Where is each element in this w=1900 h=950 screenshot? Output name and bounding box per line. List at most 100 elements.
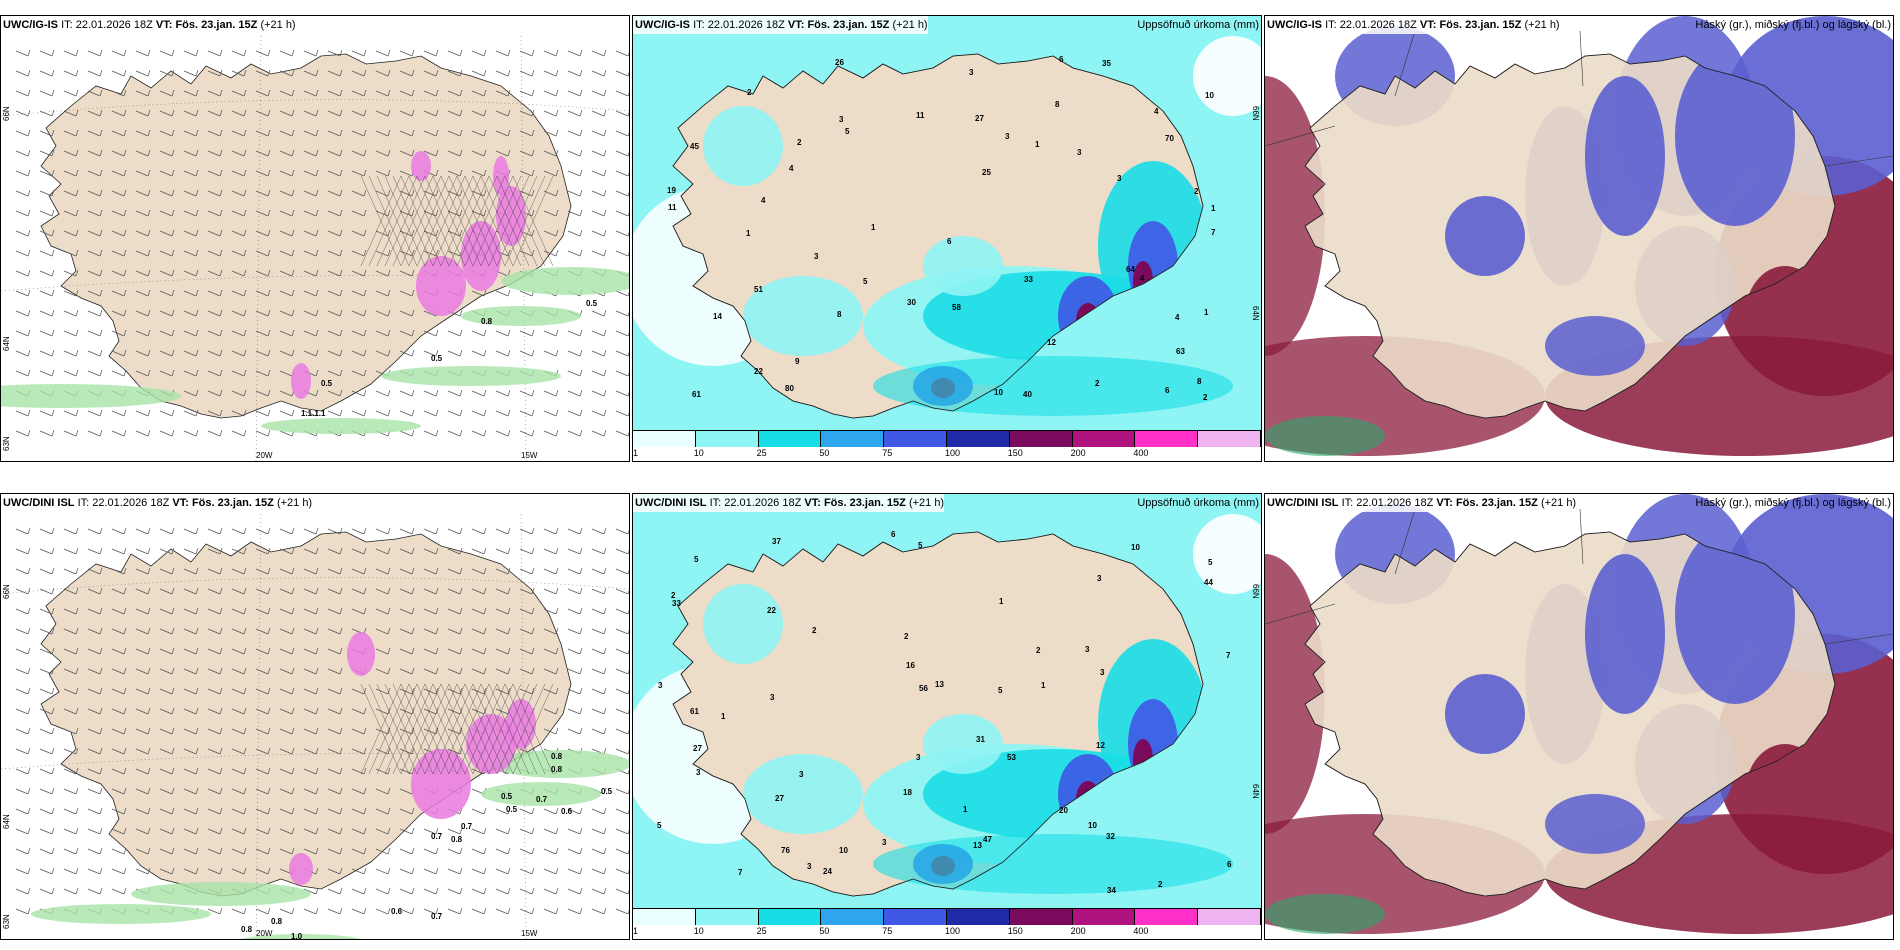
panel-header: UWC/IG-IS IT: 22.01.2026 18Z VT: Fös. 23…	[633, 16, 928, 34]
vt-value: Fös. 23.jan. 15Z	[823, 497, 906, 509]
precip-value: 11	[916, 111, 925, 120]
colorbar: 1 10 25 50 75 100 150 200 400	[633, 430, 1261, 461]
colorbar-tick: 150	[1007, 926, 1023, 936]
precip-value: 2	[1036, 646, 1041, 655]
precip-area	[743, 754, 863, 834]
colorbar-tick: 50	[819, 926, 830, 936]
lat-label: 66N	[2, 584, 11, 599]
colorbar-tick: 25	[756, 926, 767, 936]
rain-area	[461, 306, 581, 326]
colorbar-tick: 200	[1070, 926, 1086, 936]
value-label: 0.7	[431, 912, 443, 921]
precip-value: 3	[814, 252, 819, 261]
wind-barbs	[15, 49, 629, 437]
vt-value: Fös. 23.jan. 15Z	[1455, 497, 1538, 509]
colorbar-swatch	[758, 909, 822, 925]
vt-label: VT:	[1436, 497, 1453, 509]
value-label: 1.1.1.1	[301, 409, 326, 418]
precip-value: 1	[871, 223, 876, 232]
snow-area	[461, 221, 501, 291]
precip-value: 3	[839, 115, 844, 124]
lead-time: (+21 h)	[260, 19, 296, 31]
value-label: 0.5	[321, 379, 333, 388]
value-label: 0.7	[431, 832, 443, 841]
it-label: IT:	[61, 19, 73, 31]
precip-value: 3	[696, 768, 701, 777]
model-name: UWC/DINI ISL	[1267, 497, 1339, 509]
precip-value: 61	[692, 390, 701, 399]
lat-label: 66N	[1251, 106, 1260, 121]
colorbar-tick: 50	[819, 448, 830, 458]
value-label: 1.0	[291, 932, 303, 939]
precip-value: 1	[1041, 681, 1046, 690]
precip-area	[703, 106, 783, 186]
map-canvas	[1265, 494, 1893, 939]
precip-value: 11	[668, 203, 677, 212]
panel-header: UWC/IG-IS IT: 22.01.2026 18Z VT: Fös. 23…	[1, 16, 296, 34]
lead-time: (+21 h)	[276, 497, 313, 509]
cloud-area	[1265, 416, 1385, 456]
precip-value: 30	[907, 298, 916, 307]
precip-value: 10	[1205, 91, 1214, 100]
it-label: IT:	[1341, 497, 1354, 509]
dry-area	[1193, 36, 1261, 116]
precip-value: 3	[1097, 574, 1102, 583]
it-label: IT:	[77, 497, 90, 509]
colorbar: 1 10 25 50 75 100 150 200 400	[633, 908, 1261, 939]
vt-label: VT:	[787, 19, 805, 31]
colorbar-swatch	[695, 431, 759, 447]
precip-value: 10	[1131, 543, 1140, 552]
precip-value: 13	[973, 841, 982, 850]
precip-value: 4	[1175, 313, 1180, 322]
cloud-area	[1265, 554, 1325, 834]
precip-value: 27	[693, 744, 702, 753]
precip-value: 4	[1140, 274, 1145, 283]
precip-value: 51	[754, 285, 763, 294]
colorbar-swatch	[1198, 431, 1261, 447]
precip-value: 3	[1005, 132, 1010, 141]
lat-label: 63N	[2, 914, 11, 929]
value-label: 0.7	[461, 822, 473, 831]
colorbar-tick: 75	[882, 926, 893, 936]
lon-label: 20W	[256, 451, 273, 460]
colorbar-swatch	[1072, 431, 1136, 447]
precip-value: 1	[963, 805, 968, 814]
rain-area	[491, 750, 629, 778]
precip-value: 4	[761, 196, 766, 205]
precip-value: 2	[671, 591, 676, 600]
precip-value: 56	[919, 684, 928, 693]
precip-value: 3	[882, 838, 887, 847]
lat-label: 66N	[2, 106, 11, 121]
it-value: 22.01.2026 18Z	[75, 19, 153, 31]
precip-value: 2	[904, 632, 909, 641]
lon-label: 15W	[521, 929, 538, 938]
precip-value: 24	[823, 867, 832, 876]
lead-time: (+21 h)	[1524, 19, 1560, 31]
lat-label: 64N	[1251, 784, 1260, 799]
precip-value: 34	[1107, 886, 1116, 895]
precip-value: 61	[690, 707, 699, 716]
rain-area	[31, 904, 211, 924]
precip-value: 10	[839, 846, 848, 855]
precip-value: 1	[999, 597, 1004, 606]
colorbar-tick: 100	[945, 448, 961, 458]
precip-area	[923, 714, 1003, 774]
panel-header: UWC/DINI ISL IT: 22.01.2026 18Z VT: Fös.…	[1, 494, 313, 512]
snow-area	[411, 749, 471, 819]
vt-label: VT:	[1419, 19, 1437, 31]
precip-value: 5	[657, 821, 662, 830]
model-name: UWC/IG-IS	[1267, 19, 1322, 31]
model-name: UWC/IG-IS	[635, 19, 690, 31]
precip-value: 2	[1194, 187, 1199, 196]
precip-value: 12	[1096, 741, 1105, 750]
precip-value: 63	[1176, 347, 1185, 356]
panel-header: UWC/DINI ISL IT: 22.01.2026 18Z VT: Fös.…	[633, 494, 945, 512]
precip-value: 12	[1047, 338, 1056, 347]
lat-label: 64N	[1251, 306, 1260, 321]
colorbar-swatch	[1198, 909, 1261, 925]
precip-value: 80	[785, 384, 794, 393]
cloud-area	[1445, 674, 1525, 754]
precip-value: 10	[1088, 821, 1097, 830]
value-label: 0.5	[501, 792, 513, 801]
precip-value: 64	[1126, 265, 1135, 274]
